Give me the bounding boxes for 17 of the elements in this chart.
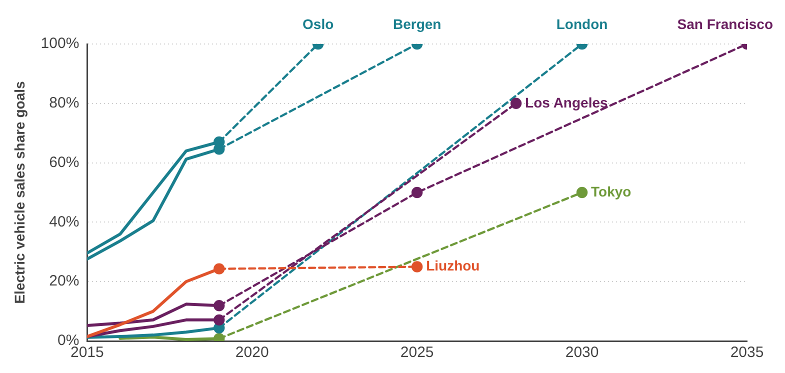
y-tick-label: 80% bbox=[49, 94, 80, 112]
series-label: Tokyo bbox=[591, 183, 632, 200]
y-tick-label: 60% bbox=[49, 154, 80, 171]
series-label: Liuzhou bbox=[426, 258, 480, 274]
series-label: Bergen bbox=[392, 16, 442, 32]
series-label: San Francisco bbox=[677, 16, 773, 32]
x-tick-label: 2035 bbox=[730, 344, 764, 362]
series-label: Oslo bbox=[302, 16, 334, 32]
y-tick-label: 20% bbox=[49, 272, 80, 290]
y-axis-title: Electric vehicle sales share goals bbox=[11, 80, 28, 304]
y-tick-label: 40% bbox=[49, 213, 80, 230]
series-label: Los Angeles bbox=[525, 94, 608, 110]
x-tick-label: 2020 bbox=[235, 344, 269, 362]
x-tick-label: 2030 bbox=[565, 344, 599, 362]
y-tick-label: 100% bbox=[40, 35, 80, 52]
x-tick-label: 2025 bbox=[400, 344, 434, 362]
series-label: London bbox=[556, 16, 608, 32]
